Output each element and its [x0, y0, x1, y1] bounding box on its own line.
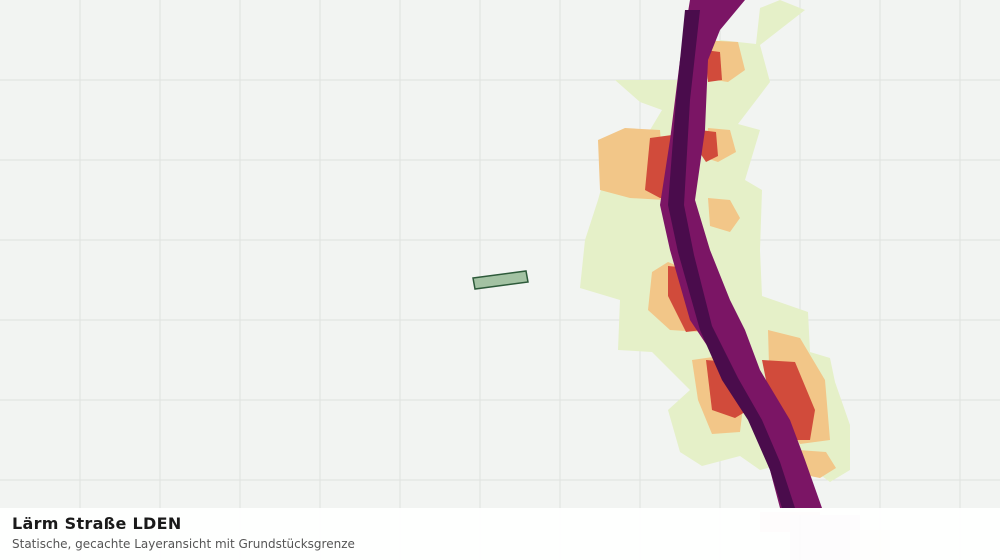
- layer-subtitle: Statische, gecachte Layeransicht mit Gru…: [12, 537, 355, 551]
- layer-title: Lärm Straße LDEN: [12, 514, 182, 533]
- caption-bar: Lärm Straße LDEN Statische, gecachte Lay…: [0, 508, 1000, 560]
- parcel-boundary[interactable]: [472, 270, 529, 290]
- noise-zone-highest: [668, 10, 795, 508]
- noise-zone-very-high: [660, 0, 822, 508]
- noise-layer: [580, 0, 850, 508]
